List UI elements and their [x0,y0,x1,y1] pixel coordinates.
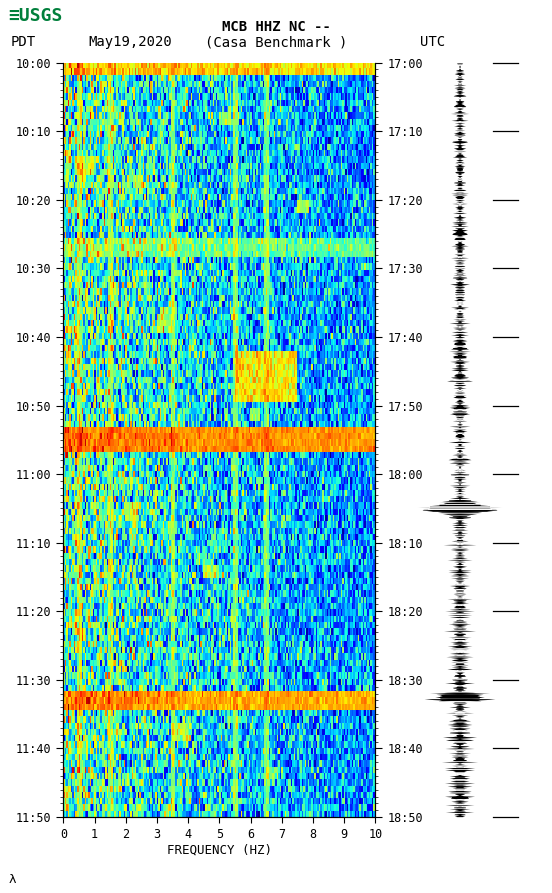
Text: (Casa Benchmark ): (Casa Benchmark ) [205,35,347,49]
Text: PDT: PDT [11,35,36,49]
Text: ≡USGS: ≡USGS [8,7,63,25]
Text: λ: λ [8,872,16,886]
Text: MCB HHZ NC --: MCB HHZ NC -- [221,21,331,34]
X-axis label: FREQUENCY (HZ): FREQUENCY (HZ) [167,843,272,856]
Text: UTC: UTC [420,35,445,49]
Text: May19,2020: May19,2020 [88,35,172,49]
